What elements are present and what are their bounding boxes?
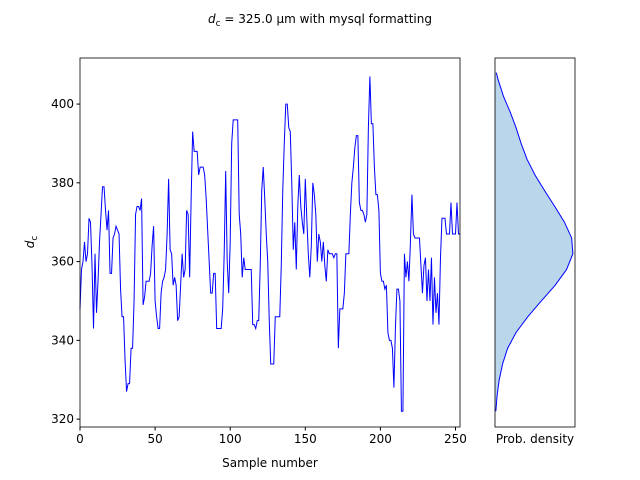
ylabel-symbol: d bbox=[23, 240, 37, 248]
y-tick-label: 380 bbox=[51, 176, 74, 190]
x-tick-label: 100 bbox=[219, 432, 242, 446]
title-text: = 325.0 μm with mysql formatting bbox=[221, 12, 432, 26]
x-axis-label: Sample number bbox=[222, 456, 318, 470]
density-area bbox=[495, 72, 573, 412]
y-tick-label: 360 bbox=[51, 255, 74, 269]
title-symbol: d bbox=[208, 12, 216, 26]
data-line bbox=[79, 76, 460, 412]
figure-title: dc = 325.0 μm with mysql formatting bbox=[208, 12, 432, 29]
ylabel-subscript: c bbox=[30, 236, 40, 241]
density-label: Prob. density bbox=[496, 432, 574, 446]
y-axis-label: dc bbox=[23, 236, 40, 249]
y-tick-label: 320 bbox=[51, 412, 74, 426]
title-subscript: c bbox=[216, 19, 221, 29]
x-tick-label: 50 bbox=[147, 432, 162, 446]
x-tick-label: 0 bbox=[76, 432, 84, 446]
y-tick-label: 400 bbox=[51, 97, 74, 111]
y-tick-label: 340 bbox=[51, 333, 74, 347]
x-tick-label: 150 bbox=[294, 432, 317, 446]
x-tick-label: 250 bbox=[444, 432, 467, 446]
axes-frame bbox=[79, 57, 461, 428]
density-line bbox=[495, 72, 574, 412]
axes-frame bbox=[494, 57, 576, 428]
x-tick-label: 200 bbox=[369, 432, 392, 446]
